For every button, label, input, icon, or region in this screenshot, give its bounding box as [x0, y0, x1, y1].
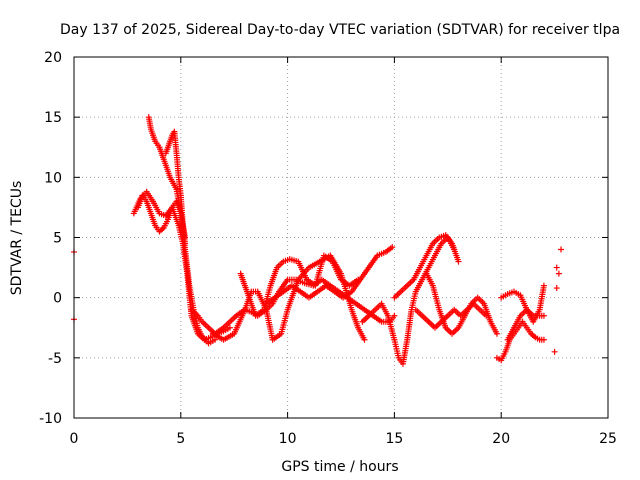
data-point — [540, 336, 547, 343]
x-tick-label: 20 — [492, 431, 510, 447]
x-tick-label: 15 — [385, 431, 403, 447]
data-points — [71, 114, 565, 367]
y-tick-label: 10 — [44, 170, 62, 186]
x-tick-label: 0 — [70, 431, 79, 447]
data-point — [555, 270, 562, 277]
y-tick-labels: -10 -5 0 5 10 15 20 — [39, 50, 62, 427]
data-point — [391, 312, 398, 319]
x-axis-label: GPS time / hours — [281, 459, 398, 475]
data-point — [455, 258, 462, 265]
data-point — [553, 264, 560, 271]
data-point — [553, 285, 560, 292]
y-tick-label: 15 — [44, 110, 62, 126]
x-tick-label: 25 — [599, 431, 617, 447]
data-point — [226, 324, 233, 331]
x-tick-label: 5 — [176, 431, 185, 447]
y-tick-label: -5 — [48, 351, 62, 367]
data-point — [551, 348, 558, 355]
x-tick-label: 10 — [279, 431, 297, 447]
data-point — [182, 240, 189, 247]
y-axis-label: SDTVAR / TECUs — [9, 181, 25, 296]
y-tick-label: 5 — [53, 231, 62, 247]
data-point — [389, 244, 396, 251]
chart-grid — [74, 57, 608, 418]
x-tick-labels: 0 5 10 15 20 25 — [70, 431, 617, 447]
plot-frame — [73, 56, 609, 419]
y-tick-label: -10 — [39, 411, 62, 427]
data-point — [540, 282, 547, 289]
data-point — [211, 336, 218, 343]
data-point — [361, 336, 368, 343]
data-point — [558, 246, 565, 253]
y-tick-label: 20 — [44, 50, 62, 66]
y-tick-label: 0 — [53, 291, 62, 307]
data-point — [540, 312, 547, 319]
chart-title: Day 137 of 2025, Sidereal Day-to-day VTE… — [60, 22, 620, 38]
data-point — [493, 330, 500, 337]
